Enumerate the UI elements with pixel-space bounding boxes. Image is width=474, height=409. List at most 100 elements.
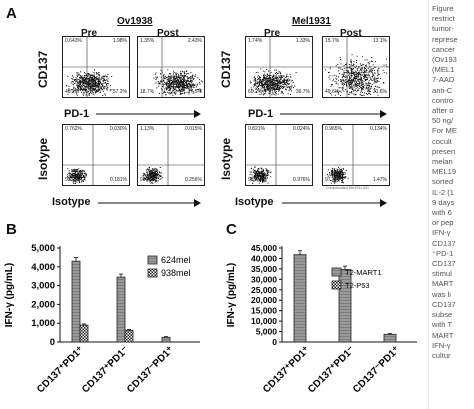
quadrant-value-tr: 0.015% [185, 126, 202, 132]
flow-plot: 15.7% 13.1% 49.6% 21.6% [322, 36, 390, 98]
quadrant-value-tl: 1.13% [140, 126, 155, 132]
caption-line: For ME [432, 126, 457, 136]
quadrant-value-br: 0.976% [293, 177, 310, 183]
caption-line: anti-C [432, 85, 453, 95]
legend-label: 624mel [161, 255, 191, 265]
y-tick-label: 5,000 [256, 327, 278, 337]
caption-line: cultur [432, 350, 451, 360]
y-tick-label: 4,000 [31, 262, 55, 273]
quadrant-value-br: 1.47% [372, 177, 387, 183]
caption-line: MART [432, 330, 454, 340]
x-label-isotype-right: Isotype [235, 196, 274, 208]
condition-post-right: Post [340, 28, 362, 39]
quadrant-value-br: 0.181% [110, 177, 127, 183]
caption-line: (MEL1 [432, 65, 455, 75]
caption-line: (Ov193 [432, 55, 457, 65]
caption-line: stimul [432, 269, 452, 279]
x-category-label: CD137⁻PD1⁺ [125, 344, 176, 395]
flow-plot: 1.13% 0.015% 98.6% 0.256% [137, 124, 205, 186]
flow-scatter [246, 125, 312, 185]
quadrant-value-bl: 49.6% [325, 89, 340, 95]
caption-line: 50 ng/ [432, 116, 454, 126]
caption-line: IFN-γ [432, 340, 451, 350]
quadrant-value-tr: 0.030% [110, 126, 127, 132]
caption-line: was li [432, 289, 451, 299]
flow-scatter [138, 125, 204, 185]
flow-plot: 1.74% 1.33% 60.2% 36.7% [245, 36, 313, 98]
y-tick-label: 20,000 [251, 295, 277, 305]
condition-pre-left: Pre [81, 28, 98, 39]
legend-swatch [331, 280, 342, 290]
arrow-head [380, 199, 387, 207]
caption-line: presen [432, 146, 456, 156]
y-tick-label: 3,000 [31, 281, 55, 292]
y-tick-label: 30,000 [251, 274, 277, 284]
quadrant-value-tr: 0.134% [370, 126, 387, 132]
quadrant-value-tl: 0.965% [325, 126, 342, 132]
caption-line: CD137 [432, 299, 456, 309]
quadrant-value-tl: 1.74% [248, 38, 263, 44]
x-category-label: CD137⁻PD1⁺ [351, 344, 402, 395]
quadrant-value-bl: 99.0% [65, 177, 80, 183]
sample-title-mel1931: Mel1931 [292, 16, 331, 27]
x-category-label: CD137⁺PD1⁻ [306, 344, 357, 395]
caption-line: 7-AAD [432, 75, 455, 85]
quadrant-value-br: 21.6% [372, 89, 387, 95]
quadrant-value-br: 0.256% [185, 177, 202, 183]
x-category-label: CD137⁺PD1⁻ [80, 344, 131, 395]
panel-a-label: A [6, 5, 17, 22]
flow-scatter [323, 125, 389, 185]
condition-post-left: Post [157, 28, 179, 39]
quadrant-value-tl: 0.762% [65, 126, 82, 132]
y-tick-label: 35,000 [251, 264, 277, 274]
flow-scatter [63, 125, 129, 185]
caption-line: IFN-γ [432, 228, 451, 238]
bar-624mel [71, 260, 81, 343]
bar-T2-MART1 [293, 254, 307, 343]
legend-swatch [331, 267, 342, 277]
flow-plot: 0.643% 1.98% 40.2% 57.2% [62, 36, 130, 98]
y-axis-title: IFN-γ (pg/mL) [4, 263, 15, 327]
caption-line: cocult [432, 136, 452, 146]
quadrant-value-br: 36.7% [295, 89, 310, 95]
chart-b: 0 1,000 2,000 3,000 4,000 5,000 IFN-γ (pg/mL) C… [4, 243, 200, 395]
quadrant-value-tl: 1.35% [140, 38, 155, 44]
caption-line: with 6 [432, 208, 452, 218]
arrow-head [194, 199, 201, 207]
bar-624mel [161, 336, 171, 343]
quadrant-value-bl: 97.4% [325, 177, 340, 183]
legend-label: T2-MART1 [345, 268, 382, 277]
flow-plot: 0.821% 0.024% 98.2% 0.976% [245, 124, 313, 186]
y-tick-label: 0 [272, 337, 277, 347]
y-tick-label: 45,000 [251, 243, 277, 253]
bar-938mel [124, 329, 134, 343]
bar-624mel [116, 276, 126, 343]
caption-line: 9 days [432, 197, 455, 207]
bar-T2-MART1 [338, 269, 352, 343]
caption-line: ⁺PD-1 [432, 248, 454, 258]
quadrant-value-tl: 15.7% [325, 38, 340, 44]
x-label-pd1-right: PD-1 [248, 108, 274, 120]
legend-swatch [147, 255, 158, 265]
caption-line: represe [432, 34, 458, 44]
quadrant-value-bl: 40.2% [65, 89, 80, 95]
chart-c: 05,00010,00015,00020,00025,00030,00035,0… [226, 243, 417, 395]
axis-arrows [96, 110, 387, 207]
caption-line: restrict [432, 14, 455, 24]
x-label-pd1-left: PD-1 [64, 108, 90, 120]
legend-swatch [147, 268, 158, 278]
quadrant-value-tr: 1.33% [295, 38, 310, 44]
x-category-label: CD137⁺PD1⁺ [35, 344, 86, 395]
arrow-head [194, 110, 201, 118]
quadrant-value-bl: 18.7% [140, 89, 155, 95]
quadrant-value-tl: 0.643% [65, 38, 82, 44]
legend-label: T2-P53 [345, 281, 370, 290]
y-tick-label: 40,000 [251, 253, 277, 263]
caption-line: CD137 [432, 238, 456, 248]
y-tick-label: 0 [50, 337, 55, 348]
arrow-head [380, 110, 387, 118]
caption-line: Figure [432, 4, 454, 13]
caption-line: melan [432, 157, 453, 167]
flow-scatter [63, 37, 129, 97]
y-tick-label: 2,000 [31, 299, 55, 310]
